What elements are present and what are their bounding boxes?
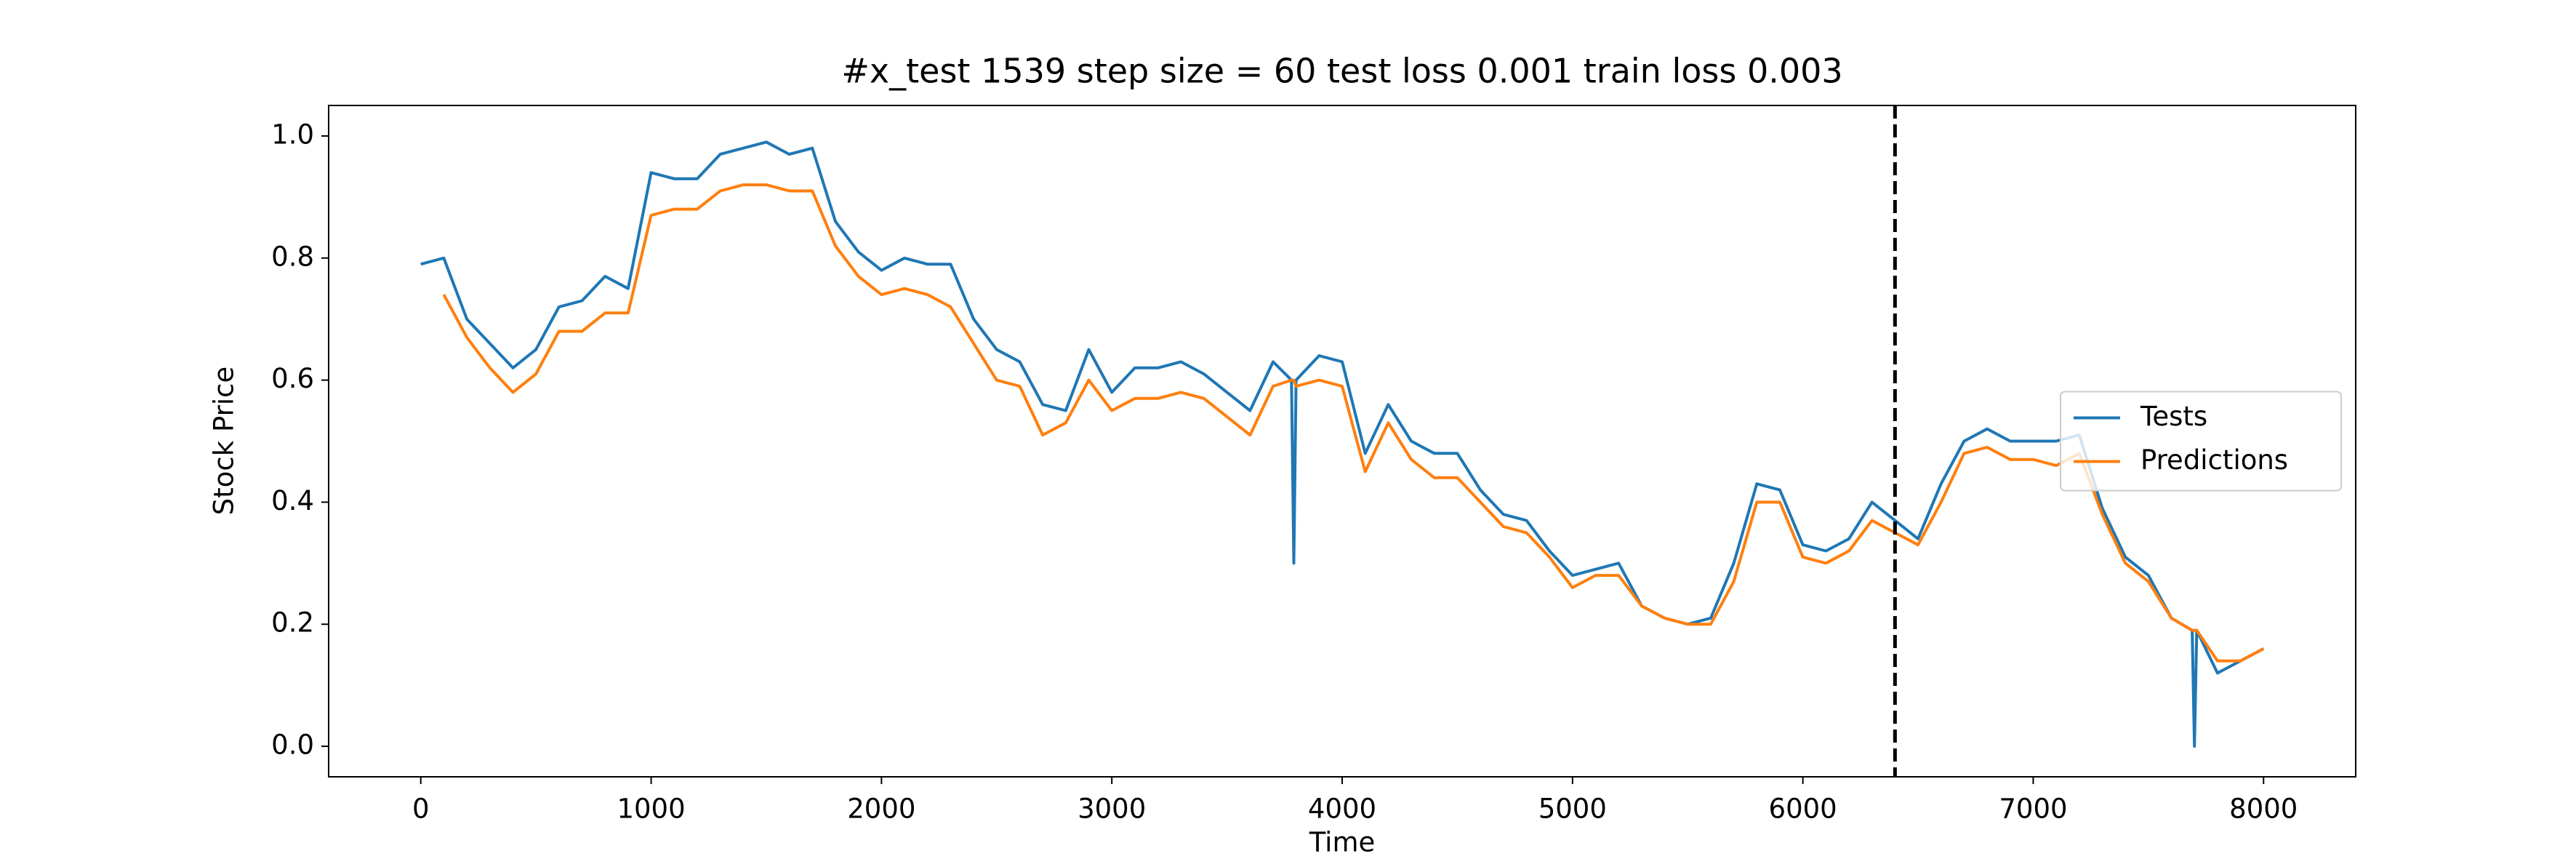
x-tick-label: 6000: [1769, 794, 1837, 825]
chart-title: #x_test 1539 step size = 60 test loss 0.…: [841, 52, 1842, 91]
series-line: [442, 183, 2265, 663]
y-tick-label: 0.0: [271, 730, 314, 761]
y-tick-label: 0.4: [271, 485, 314, 516]
y-tick-label: 0.6: [271, 363, 314, 394]
x-tick-label: 7000: [1999, 794, 2067, 825]
y-axis-label: Stock Price: [209, 367, 240, 515]
plot-frame: [328, 105, 2356, 778]
x-tick-label: 1000: [617, 794, 685, 825]
x-tick-label: 0: [412, 794, 430, 825]
legend-label: Tests: [2140, 401, 2207, 432]
x-tick-label: 5000: [1538, 794, 1607, 825]
series-line: [420, 140, 2265, 748]
legend-label: Predictions: [2140, 444, 2288, 476]
y-tick-label: 1.0: [271, 119, 314, 150]
y-tick-label: 0.2: [271, 607, 314, 639]
x-tick-label: 8000: [2229, 794, 2298, 825]
x-axis-label: Time: [1309, 827, 1376, 858]
legend-box: [2060, 391, 2342, 492]
x-tick-label: 2000: [847, 794, 915, 825]
x-tick-label: 3000: [1078, 794, 1146, 825]
y-tick-label: 0.8: [271, 241, 314, 272]
x-tick-label: 4000: [1308, 794, 1376, 825]
